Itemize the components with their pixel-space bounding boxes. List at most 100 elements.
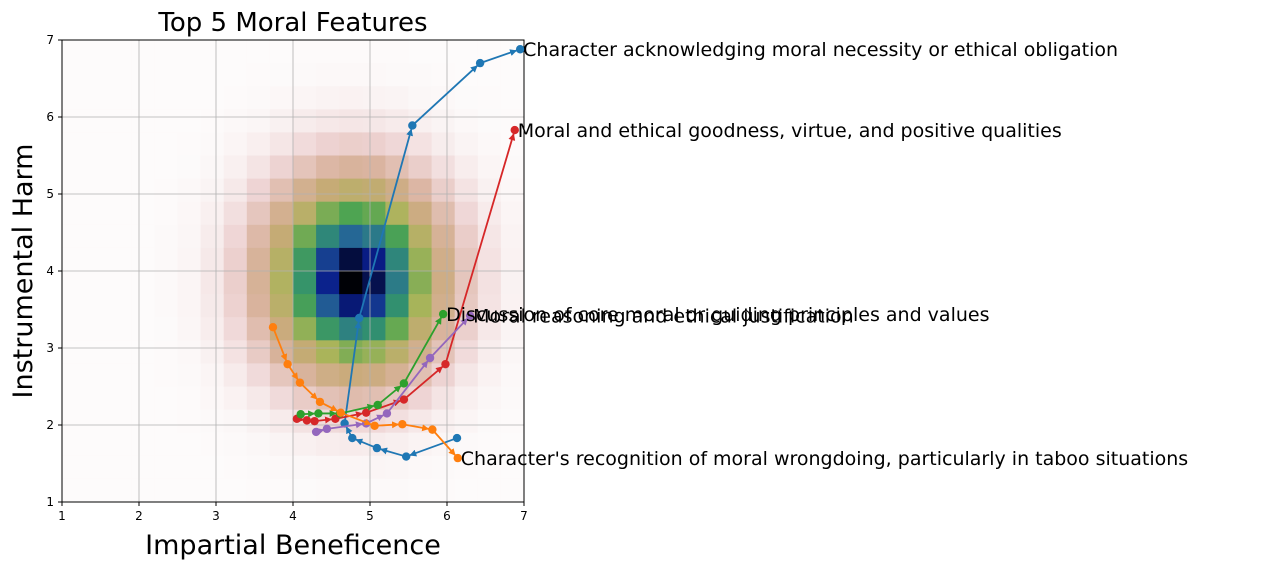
heatmap-cell (154, 132, 179, 157)
y-tick-label: 2 (46, 418, 54, 432)
heatmap-cell (131, 201, 155, 226)
heatmap-cell (200, 132, 225, 157)
series-segment (409, 437, 458, 457)
heatmap-cell (246, 247, 271, 272)
data-point (283, 359, 292, 369)
heatmap-cell (500, 178, 524, 203)
heatmap-cell (154, 155, 179, 180)
heatmap-cell (62, 409, 86, 434)
heatmap-cell (200, 63, 225, 87)
heatmap-cell (108, 178, 132, 203)
heatmap-cell (293, 201, 317, 226)
heatmap-cell (246, 386, 271, 411)
heatmap-cell (339, 247, 363, 272)
heatmap-cell (108, 409, 132, 434)
heatmap-cell (131, 363, 155, 388)
heatmap-cell (269, 178, 294, 203)
heatmap-cell (177, 224, 202, 249)
heatmap-cell (477, 409, 502, 434)
data-point (453, 453, 462, 463)
heatmap-cell (85, 455, 109, 480)
heatmap-cell (223, 363, 248, 388)
series-segment (403, 316, 442, 384)
heatmap-cell (408, 386, 433, 411)
data-point (311, 427, 321, 437)
heatmap-cell (385, 86, 410, 110)
data-point (510, 125, 519, 135)
heatmap-cell (477, 224, 502, 249)
heatmap-cell (500, 363, 524, 388)
heatmap-cell (339, 63, 363, 87)
heatmap-cell (131, 155, 155, 180)
series-segment (340, 411, 372, 426)
data-point (372, 443, 382, 453)
heatmap-cell (246, 155, 271, 180)
heatmap-cell (339, 132, 363, 157)
heatmap-cell (62, 317, 86, 341)
heatmap-cell (316, 40, 340, 64)
heatmap-cell (108, 386, 132, 411)
heatmap-cell (385, 340, 410, 364)
heatmap-cell (269, 86, 294, 110)
data-point (373, 400, 382, 410)
heatmap-cell (177, 155, 202, 180)
heatmap-cell (385, 247, 410, 272)
heatmap-cell (223, 247, 248, 272)
heatmap-cell (362, 363, 386, 388)
series-segment (411, 65, 478, 127)
heatmap-cell (85, 478, 109, 502)
heatmap-cell (177, 478, 202, 502)
heatmap-cell (223, 40, 248, 64)
heatmap-cell (362, 86, 386, 110)
heatmap-cell (293, 132, 317, 157)
series-1 (340, 45, 525, 461)
heatmap-cell (454, 40, 479, 64)
heatmap-cell (269, 155, 294, 180)
heatmap-cell (154, 294, 179, 318)
heatmap-cell (200, 363, 225, 388)
heatmap-cell (269, 224, 294, 249)
heatmap-cell (500, 201, 524, 226)
heatmap-cell (362, 63, 386, 87)
heatmap-cell (500, 478, 524, 502)
series-segment (429, 317, 469, 359)
heatmap-cell (131, 478, 155, 502)
heatmap-cell (177, 40, 202, 64)
y-ticks: 1 2 3 4 5 6 7 (46, 33, 62, 509)
heatmap-cell (408, 478, 433, 502)
heatmap-cell (269, 247, 294, 272)
heatmap-cell (200, 178, 225, 203)
heatmap-cell (131, 432, 155, 457)
heatmap-cell (85, 224, 109, 249)
heatmap-cell (154, 109, 179, 133)
heatmap-cell (62, 155, 86, 180)
heatmap-cell (477, 109, 502, 133)
heatmap-cell (108, 201, 132, 226)
heatmap-cell (454, 155, 479, 180)
heatmap-cell (339, 386, 363, 411)
heatmap-cell (362, 40, 386, 64)
heatmap-cell (362, 340, 386, 364)
heatmap-cell (293, 63, 317, 87)
heatmap-cell (431, 409, 456, 434)
heatmap-cell (62, 86, 86, 110)
heatmap-cell (85, 317, 109, 341)
heatmap-cell (62, 340, 86, 364)
heatmap-cell (85, 409, 109, 434)
heatmap-cell (177, 317, 202, 341)
heatmap-cell (454, 201, 479, 226)
heatmap-cell (246, 86, 271, 110)
heatmap-cell (477, 363, 502, 388)
heatmap-cell (131, 109, 155, 133)
heatmap-cell (223, 432, 248, 457)
heatmap-cell (339, 478, 363, 502)
heatmap-cell (131, 340, 155, 364)
heatmap-cell (316, 432, 340, 457)
heatmap-cell (408, 317, 433, 341)
heatmap-cell (177, 132, 202, 157)
heatmap-cell (62, 294, 86, 318)
heatmap-cell (154, 455, 179, 480)
data-point (438, 309, 448, 319)
heatmap-cell (154, 247, 179, 272)
heatmap-cell (246, 340, 271, 364)
